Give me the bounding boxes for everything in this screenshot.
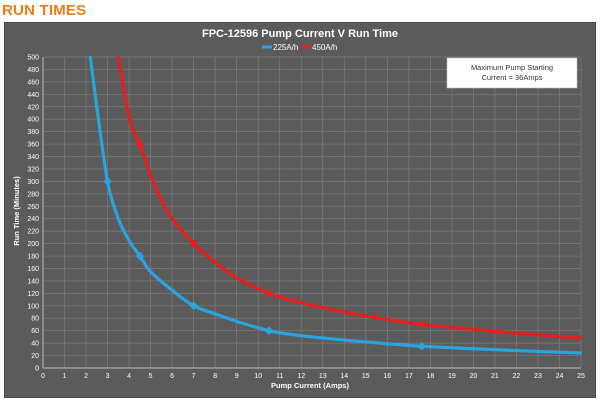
x-tick-label: 21 xyxy=(491,373,499,380)
series-marker xyxy=(417,320,427,329)
y-tick-label: 220 xyxy=(27,229,39,236)
x-tick-label: 2 xyxy=(84,373,88,380)
x-tick-label: 1 xyxy=(63,373,67,380)
annotation-box: Maximum Pump Starting Current = 36Amps xyxy=(446,57,578,89)
series-marker xyxy=(135,251,145,261)
x-tick-label: 6 xyxy=(170,373,174,380)
x-tick-label: 9 xyxy=(235,373,239,380)
legend: 225A/h 450A/h xyxy=(262,43,337,52)
legend-label-450: 450A/h xyxy=(312,43,337,52)
y-tick-label: 100 xyxy=(27,303,39,310)
x-tick-label: 22 xyxy=(513,373,521,380)
y-tick-label: 120 xyxy=(27,291,39,298)
y-tick-label: 400 xyxy=(27,117,39,124)
series-marker xyxy=(417,341,427,351)
series-marker xyxy=(264,326,274,336)
y-tick-label: 320 xyxy=(27,166,39,173)
y-tick-label: 420 xyxy=(27,104,39,111)
x-tick-label: 14 xyxy=(340,373,348,380)
legend-item-225: 225A/h xyxy=(262,43,298,52)
x-tick-label: 17 xyxy=(405,373,413,380)
annotation-background xyxy=(446,57,578,89)
x-tick-label: 19 xyxy=(448,373,456,380)
series-marker xyxy=(135,139,145,149)
x-tick-label: 15 xyxy=(362,373,370,380)
x-tick-label: 25 xyxy=(577,373,585,380)
y-tick-label: 140 xyxy=(27,278,39,285)
y-tick-label: 0 xyxy=(35,366,39,373)
x-tick-label: 3 xyxy=(106,373,110,380)
legend-label-225: 225A/h xyxy=(273,43,298,52)
annotation-line-1: Maximum Pump Starting xyxy=(471,63,553,72)
x-axis-label: Pump Current (Amps) xyxy=(271,381,349,390)
y-tick-label: 60 xyxy=(31,328,39,335)
x-tick-label: 20 xyxy=(470,373,478,380)
series-marker xyxy=(103,177,112,186)
y-tick-label: 460 xyxy=(27,79,39,86)
y-tick-label: 260 xyxy=(27,204,39,211)
x-tick-label: 4 xyxy=(127,373,131,380)
y-tick-label: 360 xyxy=(27,142,39,149)
y-tick-label: 500 xyxy=(27,55,39,62)
y-tick-label: 80 xyxy=(31,316,39,323)
x-tick-label: 11 xyxy=(276,373,283,380)
x-tick-label: 16 xyxy=(383,373,391,380)
y-tick-label: 340 xyxy=(27,154,39,161)
page-heading: RUN TIMES xyxy=(2,2,87,19)
x-tick-label: 7 xyxy=(192,373,196,380)
y-tick-label: 240 xyxy=(27,216,39,223)
y-tick-label: 40 xyxy=(31,341,39,348)
x-tick-label: 12 xyxy=(297,373,305,380)
plot-layer: 0204060801001201401601802002202402602803… xyxy=(27,55,585,381)
x-tick-label: 10 xyxy=(254,373,262,380)
series-marker xyxy=(264,289,274,298)
y-axis-label: Run Time (Minutes) xyxy=(12,176,21,246)
y-tick-label: 480 xyxy=(27,67,39,74)
y-tick-label: 160 xyxy=(27,266,39,273)
legend-item-450: 450A/h xyxy=(301,43,337,52)
x-tick-label: 0 xyxy=(41,373,45,380)
y-tick-label: 300 xyxy=(27,179,39,186)
series-marker xyxy=(189,301,198,311)
y-tick-label: 20 xyxy=(31,353,39,360)
x-tick-label: 8 xyxy=(213,373,217,380)
y-tick-label: 280 xyxy=(27,191,39,198)
annotation-line-2: Current = 36Amps xyxy=(481,73,542,82)
y-tick-label: 180 xyxy=(27,254,39,261)
plot-area xyxy=(43,57,581,368)
series-marker xyxy=(189,239,198,248)
y-tick-label: 200 xyxy=(27,241,39,248)
x-tick-label: 24 xyxy=(556,373,564,380)
x-tick-label: 18 xyxy=(426,373,434,380)
y-tick-label: 440 xyxy=(27,92,39,99)
x-tick-label: 5 xyxy=(149,373,153,380)
x-tick-label: 23 xyxy=(534,373,542,380)
y-tick-label: 380 xyxy=(27,129,39,136)
x-tick-label: 13 xyxy=(319,373,327,380)
chart-title: FPC-12596 Pump Current V Run Time xyxy=(202,28,398,40)
